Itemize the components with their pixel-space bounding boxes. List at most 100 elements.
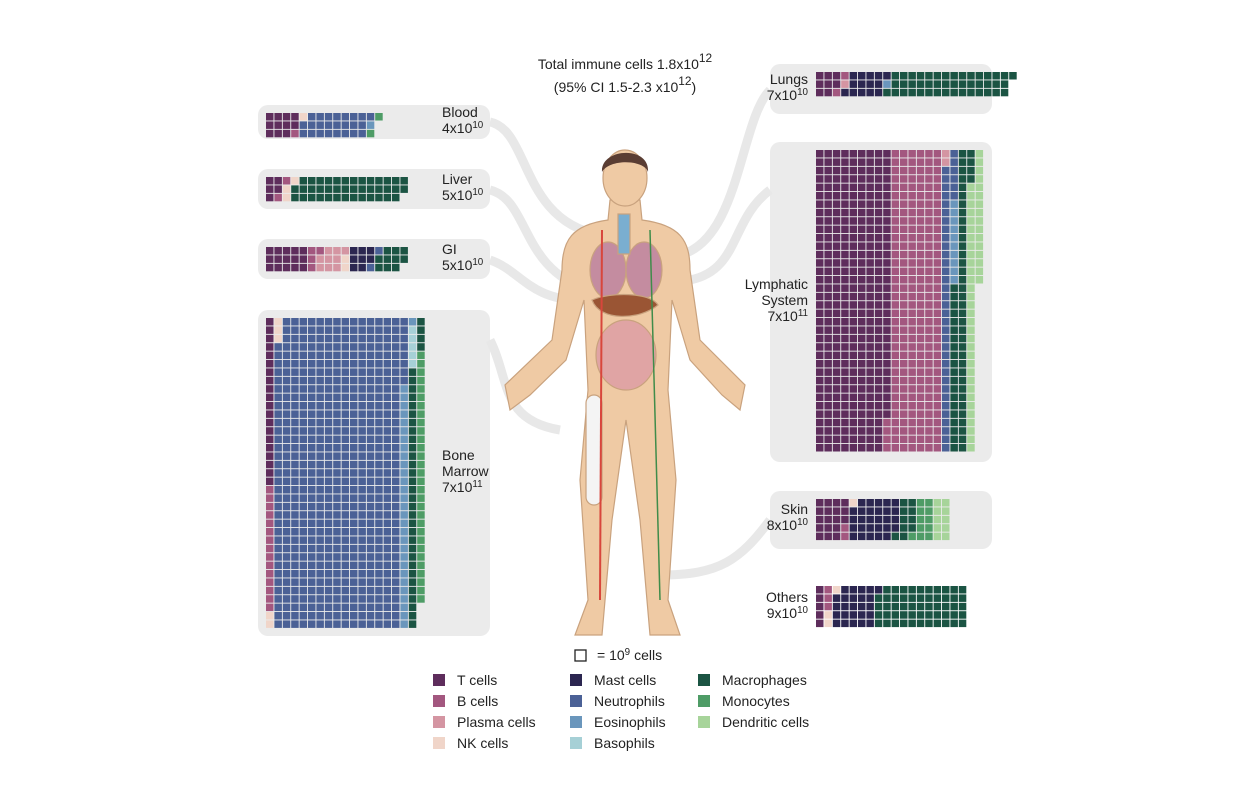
cell-square — [832, 385, 841, 393]
cell-square — [958, 602, 967, 611]
cell-square — [824, 292, 832, 301]
cell-square — [824, 368, 832, 376]
cell-square — [933, 524, 942, 532]
cell-square — [816, 175, 824, 183]
cell-square — [816, 532, 824, 541]
cell-square — [282, 121, 291, 129]
cell-square — [383, 578, 392, 586]
cell-square — [933, 611, 942, 619]
cell-square — [942, 234, 950, 242]
cell-square — [933, 276, 942, 284]
cell-square — [308, 113, 316, 121]
cell-square — [400, 418, 408, 427]
cell-square — [266, 351, 274, 360]
cell-square — [358, 177, 366, 185]
cell-square — [417, 452, 425, 460]
cell-square — [824, 499, 832, 507]
cell-square — [274, 435, 282, 444]
cell-square — [324, 318, 333, 326]
cell-square — [308, 528, 316, 536]
legend-swatch — [698, 716, 710, 728]
cell-square — [916, 166, 925, 175]
cell-square — [400, 528, 408, 536]
waffle — [266, 247, 408, 272]
cell-square — [933, 234, 942, 242]
cell-square — [266, 553, 274, 561]
cell-square — [891, 250, 900, 259]
cell-square — [816, 351, 824, 360]
cell-square — [925, 242, 933, 250]
cell-square — [925, 351, 933, 360]
cell-square — [866, 619, 874, 628]
cell-square — [841, 183, 849, 192]
cell-square — [358, 486, 366, 494]
cell-square — [824, 276, 832, 284]
cell-square — [967, 225, 975, 234]
cell-square — [841, 326, 849, 334]
cell-square — [908, 259, 916, 267]
cell-square — [392, 511, 400, 519]
cell-square — [299, 177, 308, 185]
cell-square — [916, 507, 925, 515]
cell-square — [849, 334, 858, 343]
cell-square — [883, 267, 891, 276]
cell-square — [308, 368, 316, 376]
cell-square — [925, 284, 933, 292]
cell-square — [891, 360, 900, 368]
cell-square — [866, 309, 874, 318]
body-illustration — [504, 149, 746, 636]
cell-square — [824, 515, 832, 524]
cell-square — [383, 536, 392, 544]
cell-square — [383, 586, 392, 595]
cell-square — [816, 309, 824, 318]
cell-square — [366, 185, 375, 193]
cell-square — [816, 183, 824, 192]
cell-square — [874, 192, 883, 200]
cell-square — [358, 553, 366, 561]
cell-square — [824, 611, 832, 619]
cell-square — [282, 612, 291, 620]
cell-square — [942, 343, 950, 351]
cell-square — [266, 502, 274, 511]
cell-square — [383, 460, 392, 469]
cell-square — [408, 368, 417, 376]
cell-square — [832, 183, 841, 192]
cell-square — [392, 486, 400, 494]
cell-square — [308, 343, 316, 351]
cell-square — [341, 318, 350, 326]
cell-square — [375, 612, 383, 620]
cell-square — [291, 418, 299, 427]
cell-square — [832, 376, 841, 385]
cell-square — [916, 225, 925, 234]
cell-square — [942, 208, 950, 217]
cell-square — [967, 427, 975, 435]
cell-square — [849, 602, 858, 611]
cell-square — [908, 368, 916, 376]
cell-square — [324, 612, 333, 620]
cell-square — [891, 594, 900, 602]
cell-square — [849, 368, 858, 376]
cell-square — [282, 578, 291, 586]
cell-square — [916, 301, 925, 309]
cell-square — [266, 544, 274, 553]
cell-square — [908, 586, 916, 594]
text-part: 5x10 — [442, 187, 473, 203]
cell-square — [900, 343, 908, 351]
cell-square — [274, 620, 282, 628]
cell-square — [950, 276, 958, 284]
cell-square — [958, 368, 967, 376]
cell-square — [908, 611, 916, 619]
cell-square — [392, 410, 400, 418]
cell-square — [375, 326, 383, 334]
cell-square — [375, 578, 383, 586]
cell-square — [933, 602, 942, 611]
cell-square — [841, 532, 849, 541]
cell-square — [958, 318, 967, 326]
cell-square — [816, 192, 824, 200]
cell-square — [816, 402, 824, 410]
cell-square — [824, 192, 832, 200]
cell-square — [375, 603, 383, 612]
cell-square — [291, 444, 299, 452]
cell-square — [925, 385, 933, 393]
cell-square — [874, 619, 883, 628]
